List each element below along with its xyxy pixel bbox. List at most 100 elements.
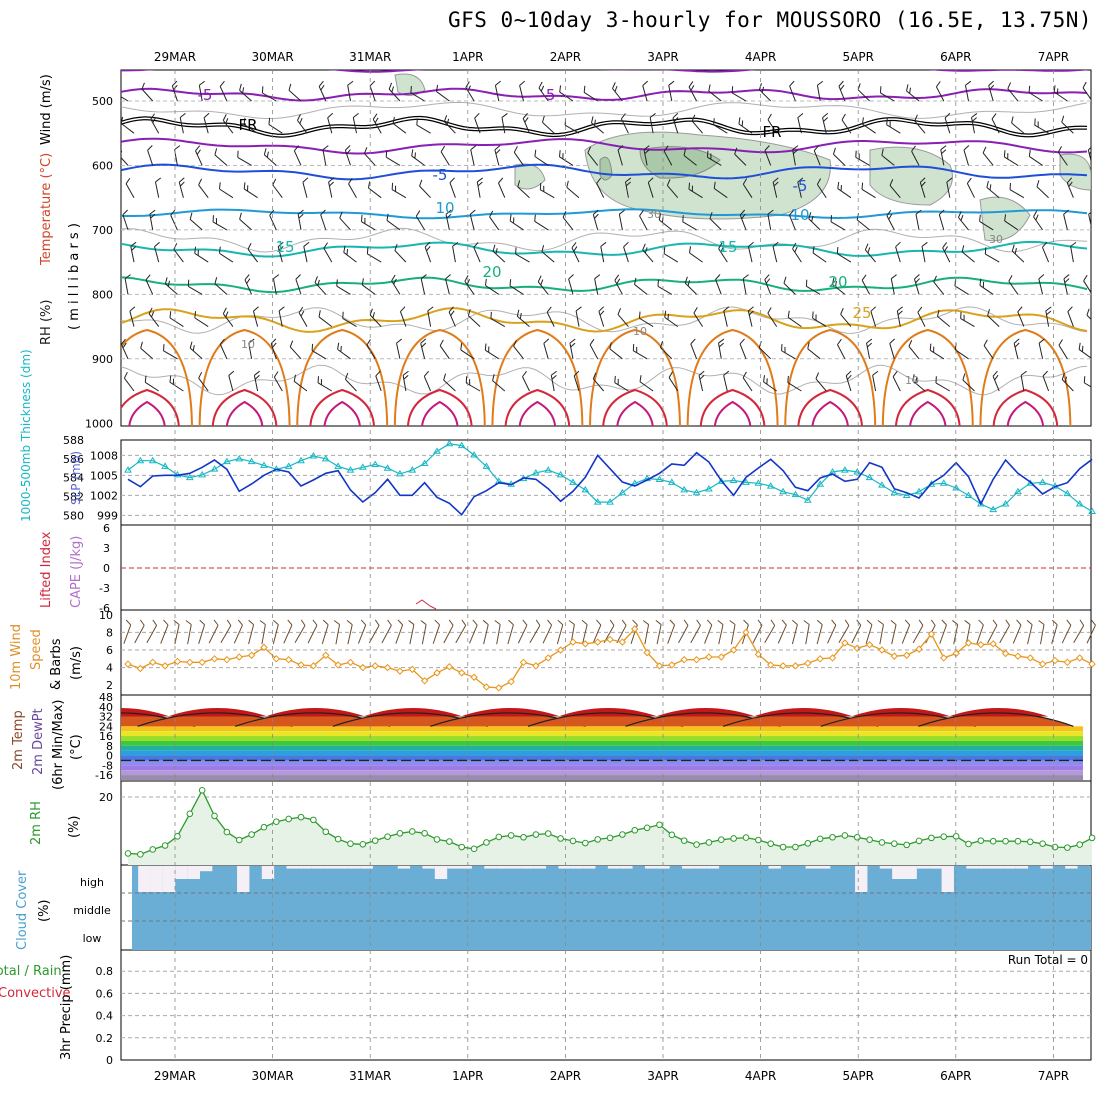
barb-flag [273, 371, 279, 378]
wind-barb [816, 178, 827, 198]
barb-flag [218, 182, 221, 190]
wind-barb [767, 113, 778, 134]
cloud-clear-bar [323, 866, 336, 869]
barb-flag [155, 177, 162, 183]
barb-shaft [415, 215, 426, 231]
barb-shaft [614, 280, 623, 295]
cloud-clear-bar [805, 866, 818, 869]
barb-shaft [289, 346, 302, 360]
wind-barb [253, 370, 260, 392]
ylabel-convective: Convective [0, 986, 71, 1001]
wind-barb [277, 241, 284, 263]
barb-shaft [690, 343, 698, 359]
heating-contour [518, 400, 557, 426]
wind-barb [991, 113, 1000, 134]
wind-barb [1041, 241, 1050, 263]
wind-barb [1063, 209, 1070, 231]
wind-barb [731, 86, 747, 102]
barb-flag [764, 274, 770, 280]
wind-barb [940, 145, 947, 166]
barb-flag [300, 619, 306, 626]
wind-speed-point [136, 664, 145, 673]
barb-flag [792, 242, 797, 250]
barb-shaft [982, 152, 994, 166]
barb-shaft [886, 215, 895, 231]
barb-shaft [513, 152, 524, 166]
barb-shaft [723, 310, 728, 327]
barb-shaft [1013, 343, 1019, 359]
barb-flag [787, 375, 789, 383]
barb-shaft [388, 88, 401, 102]
wind-barb [698, 370, 705, 392]
wind-barb [154, 177, 162, 198]
wind-barb [889, 179, 901, 199]
barb-flag [278, 245, 284, 251]
barb-shaft [991, 118, 1000, 134]
barb-flag [336, 279, 338, 287]
barb-flag [121, 338, 126, 345]
barb-flag [861, 274, 867, 281]
barb-flag [247, 185, 249, 192]
wind-10m-panel [121, 619, 1096, 692]
cloud-clear-bar [459, 866, 472, 869]
cloud-clear-bar [558, 866, 571, 869]
rh-point [483, 839, 490, 846]
rh-point [804, 840, 812, 847]
barb-flag [419, 179, 423, 187]
barb-shaft [423, 376, 432, 392]
thickness-point [816, 480, 825, 487]
barb-flag [391, 274, 396, 281]
barb-shaft [347, 85, 351, 102]
barb-shaft [318, 86, 327, 102]
barb-shaft [688, 86, 698, 102]
wind-speed-point [1076, 654, 1084, 662]
rh-point [866, 836, 873, 844]
wind-barb [738, 117, 753, 134]
barb-shaft [983, 345, 994, 360]
barb-flag [473, 241, 479, 248]
thickness-point [890, 488, 899, 496]
wind-10m-barb [173, 619, 180, 645]
wind-speed-point [606, 635, 614, 644]
tick-temp: 8 [106, 740, 113, 753]
isotherm [121, 163, 1088, 181]
barb-flag [248, 338, 255, 344]
barb-shaft [639, 381, 654, 392]
barb-shaft [921, 246, 926, 263]
wind-10m-barb [283, 619, 293, 644]
wind-barb [772, 177, 779, 198]
barb-shaft [492, 250, 506, 263]
cloud-clear-bar [508, 866, 522, 869]
barb-shaft [668, 85, 673, 102]
heating-contour [979, 328, 1072, 426]
barb-flag [984, 247, 987, 255]
barb-shaft [987, 625, 998, 644]
barb-flag [961, 245, 965, 252]
wind-barb [541, 245, 555, 263]
wind-barb [538, 81, 549, 102]
tick-thickness: 584 [63, 472, 84, 485]
slp-line [127, 451, 1093, 516]
cloud-clear-bar [941, 866, 954, 892]
barb-shaft [420, 278, 426, 295]
barb-flag [979, 214, 981, 222]
barb-shaft [214, 154, 228, 166]
barb-flag [495, 149, 501, 155]
barb-shaft [391, 189, 407, 199]
barb-flag [312, 619, 318, 626]
barb-shaft [546, 312, 555, 327]
heating-contour [797, 388, 863, 426]
barb-shaft [964, 85, 969, 102]
barb-shaft [542, 624, 553, 644]
barb-flag [302, 177, 309, 183]
barb-flag [589, 338, 595, 345]
barb-shaft [649, 117, 654, 134]
wind-barb [961, 245, 975, 263]
wind-barb [987, 309, 1000, 327]
barb-flag [971, 113, 978, 118]
barb-flag [346, 248, 349, 255]
wind-10m-barb [346, 619, 353, 645]
barb-shaft [788, 214, 796, 231]
barb-shaft [591, 122, 605, 134]
barb-flag [575, 306, 582, 312]
